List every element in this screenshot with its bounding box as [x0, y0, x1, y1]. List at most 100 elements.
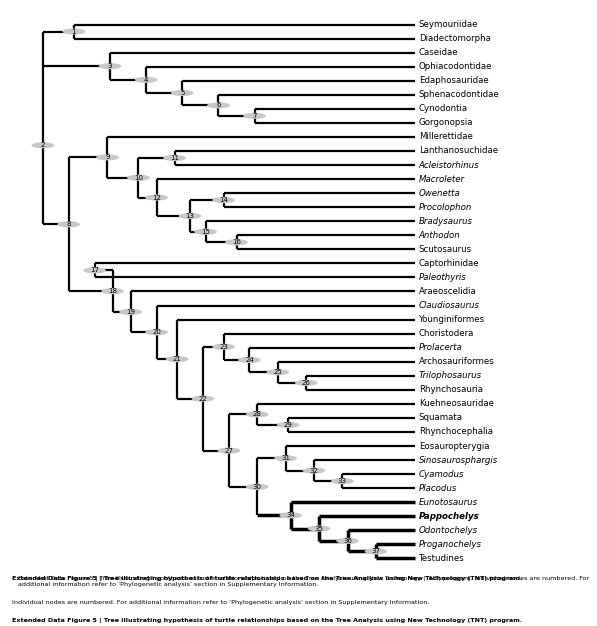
Circle shape — [213, 197, 235, 203]
Circle shape — [246, 484, 269, 490]
Text: Millerettidae: Millerettidae — [419, 133, 473, 141]
Circle shape — [135, 77, 158, 83]
Text: 33: 33 — [338, 478, 347, 484]
Text: Bradysaurus: Bradysaurus — [419, 217, 473, 226]
Text: Extended Data Figure 5 | Tree illustrating hypothesis of turtle relationships ba: Extended Data Figure 5 | Tree illustrati… — [18, 575, 589, 587]
Text: Owenetta: Owenetta — [419, 188, 460, 198]
Text: 24: 24 — [245, 357, 254, 363]
Text: 4: 4 — [144, 77, 149, 83]
Circle shape — [57, 221, 80, 227]
Text: 30: 30 — [253, 484, 261, 490]
Text: Edaphosauridae: Edaphosauridae — [419, 76, 488, 85]
Circle shape — [238, 357, 261, 363]
Text: Extended Data Figure 5 | Tree illustrating hypothesis of turtle relationships ba: Extended Data Figure 5 | Tree illustrati… — [12, 618, 522, 623]
Circle shape — [96, 154, 119, 160]
Text: Paleothyris: Paleothyris — [419, 273, 466, 282]
Text: 25: 25 — [273, 369, 282, 375]
Circle shape — [83, 267, 106, 274]
Circle shape — [145, 329, 168, 336]
Text: 2: 2 — [41, 142, 45, 148]
Circle shape — [119, 309, 142, 315]
Circle shape — [194, 228, 217, 235]
Text: Prolacerta: Prolacerta — [419, 343, 463, 352]
Text: Macroleter: Macroleter — [419, 175, 465, 183]
Text: Trilophosaurus: Trilophosaurus — [419, 371, 482, 380]
Text: 23: 23 — [219, 344, 228, 350]
Text: 17: 17 — [90, 267, 99, 274]
Text: 36: 36 — [343, 538, 352, 544]
Text: Rhynchocephalia: Rhynchocephalia — [419, 428, 493, 436]
Text: Sinosaurosphargis: Sinosaurosphargis — [419, 456, 498, 464]
Circle shape — [63, 28, 85, 34]
Text: 9: 9 — [105, 155, 110, 160]
Text: Acleistorhinus: Acleistorhinus — [419, 160, 479, 170]
Text: Caseidae: Caseidae — [419, 48, 458, 57]
Circle shape — [331, 478, 354, 485]
Text: 14: 14 — [219, 197, 228, 203]
Circle shape — [303, 468, 325, 474]
Text: Sphenacodontidae: Sphenacodontidae — [419, 90, 500, 100]
Text: 3: 3 — [108, 63, 112, 69]
Text: 34: 34 — [287, 513, 295, 518]
Text: 32: 32 — [310, 468, 318, 474]
Text: Gorgonopsia: Gorgonopsia — [419, 118, 473, 127]
Circle shape — [295, 380, 318, 386]
Text: Testudines: Testudines — [419, 554, 464, 563]
Circle shape — [163, 155, 186, 161]
Text: Odontochelys: Odontochelys — [419, 526, 478, 535]
Circle shape — [336, 538, 359, 544]
Circle shape — [192, 396, 214, 402]
Text: Archosauriformes: Archosauriformes — [419, 357, 494, 366]
Text: 28: 28 — [253, 411, 261, 418]
Text: 37: 37 — [371, 548, 380, 555]
Circle shape — [207, 102, 230, 108]
Text: Cynodontia: Cynodontia — [419, 105, 468, 113]
Circle shape — [179, 213, 201, 219]
Circle shape — [308, 525, 331, 531]
Circle shape — [213, 344, 235, 350]
Text: Cyamodus: Cyamodus — [419, 470, 464, 479]
Circle shape — [217, 448, 240, 454]
Text: Eosauropterygia: Eosauropterygia — [419, 441, 490, 451]
Text: Rhynchosauria: Rhynchosauria — [419, 386, 483, 394]
Circle shape — [225, 239, 248, 245]
Text: Choristodera: Choristodera — [419, 329, 474, 338]
Text: Placodus: Placodus — [419, 484, 457, 493]
Text: 5: 5 — [180, 90, 184, 96]
Circle shape — [171, 90, 193, 96]
Text: 10: 10 — [134, 175, 143, 181]
Circle shape — [32, 142, 54, 148]
Text: 13: 13 — [186, 213, 195, 219]
Text: 1: 1 — [72, 29, 76, 34]
Text: Scutosaurus: Scutosaurus — [419, 245, 472, 254]
Text: Squamata: Squamata — [419, 413, 463, 423]
Text: Extended Data Figure 5 | Tree illustrating hypothesis of turtle relationships ba: Extended Data Figure 5 | Tree illustrati… — [12, 576, 522, 581]
Text: Individual nodes are numbered. For additional information refer to ‘Phylogenetic: Individual nodes are numbered. For addit… — [12, 600, 429, 605]
Circle shape — [365, 548, 387, 555]
Text: Claudiosaurus: Claudiosaurus — [419, 301, 480, 310]
Circle shape — [246, 411, 269, 418]
Text: 27: 27 — [224, 448, 233, 454]
Circle shape — [274, 455, 297, 461]
Circle shape — [101, 288, 124, 294]
Circle shape — [266, 369, 289, 376]
Text: 8: 8 — [66, 221, 71, 227]
Circle shape — [145, 195, 168, 200]
Text: 18: 18 — [108, 288, 117, 294]
Circle shape — [166, 356, 189, 362]
Text: 26: 26 — [302, 380, 310, 386]
Text: 21: 21 — [173, 356, 181, 362]
Text: 6: 6 — [216, 102, 221, 108]
Circle shape — [127, 175, 150, 181]
Text: 19: 19 — [126, 309, 135, 315]
Text: Lanthanosuchidae: Lanthanosuchidae — [419, 146, 498, 155]
Text: 22: 22 — [199, 396, 207, 402]
Text: Eunotosaurus: Eunotosaurus — [419, 498, 478, 506]
Text: 11: 11 — [170, 155, 179, 161]
Circle shape — [99, 63, 121, 69]
Circle shape — [277, 422, 300, 428]
Text: Procolophon: Procolophon — [419, 203, 472, 212]
Text: Seymouriidae: Seymouriidae — [419, 20, 478, 29]
Text: Captorhinidae: Captorhinidae — [419, 259, 479, 268]
Text: Kuehneosauridae: Kuehneosauridae — [419, 399, 494, 408]
